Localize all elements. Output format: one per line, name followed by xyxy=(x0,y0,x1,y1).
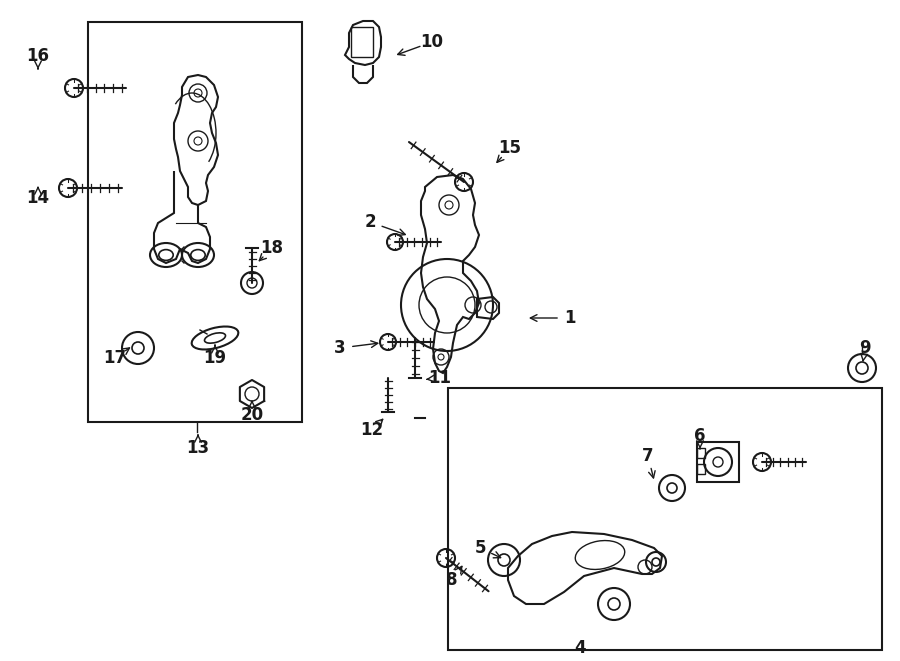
Bar xyxy=(697,448,705,458)
Text: 16: 16 xyxy=(26,47,50,65)
Text: 15: 15 xyxy=(499,139,521,157)
Text: 20: 20 xyxy=(240,406,264,424)
Text: 19: 19 xyxy=(203,349,227,367)
Bar xyxy=(88,22,302,422)
Text: 1: 1 xyxy=(564,309,576,327)
Text: 6: 6 xyxy=(694,427,706,445)
Text: 10: 10 xyxy=(420,33,444,51)
Bar xyxy=(351,27,373,57)
Text: 3: 3 xyxy=(334,339,346,357)
Bar xyxy=(697,442,739,482)
Text: 4: 4 xyxy=(574,639,586,657)
Text: 14: 14 xyxy=(26,189,50,207)
Text: 2: 2 xyxy=(364,213,376,231)
Text: 5: 5 xyxy=(474,539,486,557)
Bar xyxy=(448,388,882,650)
Text: 17: 17 xyxy=(104,349,127,367)
Text: 12: 12 xyxy=(360,421,383,439)
Text: 13: 13 xyxy=(186,439,210,457)
Bar xyxy=(697,464,705,474)
Text: 11: 11 xyxy=(428,369,452,387)
Text: 8: 8 xyxy=(446,571,458,589)
Text: 7: 7 xyxy=(643,447,653,465)
Text: 18: 18 xyxy=(260,239,284,257)
Text: 9: 9 xyxy=(860,339,871,357)
